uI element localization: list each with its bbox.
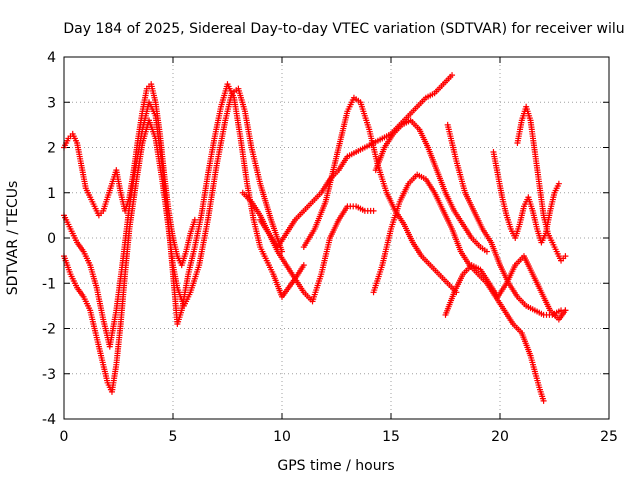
chart-title: Day 184 of 2025, Sidereal Day-to-day VTE… — [63, 21, 624, 37]
data-point — [191, 216, 198, 223]
plot-frame — [63, 56, 610, 420]
y-tick-label: 4 — [47, 50, 56, 66]
y-tick-label: -1 — [42, 276, 56, 292]
x-axis-label: GPS time / hours — [277, 458, 394, 474]
data-point — [449, 72, 456, 79]
series-B — [61, 85, 285, 395]
series-I — [444, 121, 569, 318]
series-L — [372, 117, 490, 255]
y-axis-label: SDTVAR / TECUs — [5, 181, 21, 296]
x-tick-label: 5 — [169, 429, 178, 445]
data-points — [61, 72, 569, 404]
y-tick-label: 3 — [47, 95, 56, 111]
data-point — [300, 262, 307, 269]
x-tick-label: 15 — [382, 429, 400, 445]
series-H — [442, 253, 569, 323]
axis-ticks: 0 5 10 15 20 25 -4 -3 -2 -1 0 1 2 3 4 — [42, 50, 618, 445]
x-tick-label: 20 — [491, 429, 509, 445]
series-K — [490, 149, 562, 246]
y-tick-label: -3 — [42, 367, 56, 383]
series-D — [239, 189, 377, 305]
x-tick-label: 25 — [600, 429, 618, 445]
data-point — [483, 248, 490, 255]
y-tick-label: 2 — [47, 141, 56, 157]
x-tick-label: 0 — [60, 429, 69, 445]
series-G — [370, 171, 547, 404]
y-tick-label: 1 — [47, 186, 56, 202]
series-C — [61, 81, 307, 350]
y-tick-label: -4 — [42, 412, 56, 428]
data-point — [370, 207, 377, 214]
data-point — [562, 307, 569, 314]
data-point — [540, 397, 547, 404]
data-point — [555, 180, 562, 187]
x-tick-label: 10 — [273, 429, 291, 445]
grid-lines — [64, 57, 609, 419]
data-point — [562, 253, 569, 260]
y-tick-label: -2 — [42, 322, 56, 338]
y-tick-label: 0 — [47, 231, 56, 247]
